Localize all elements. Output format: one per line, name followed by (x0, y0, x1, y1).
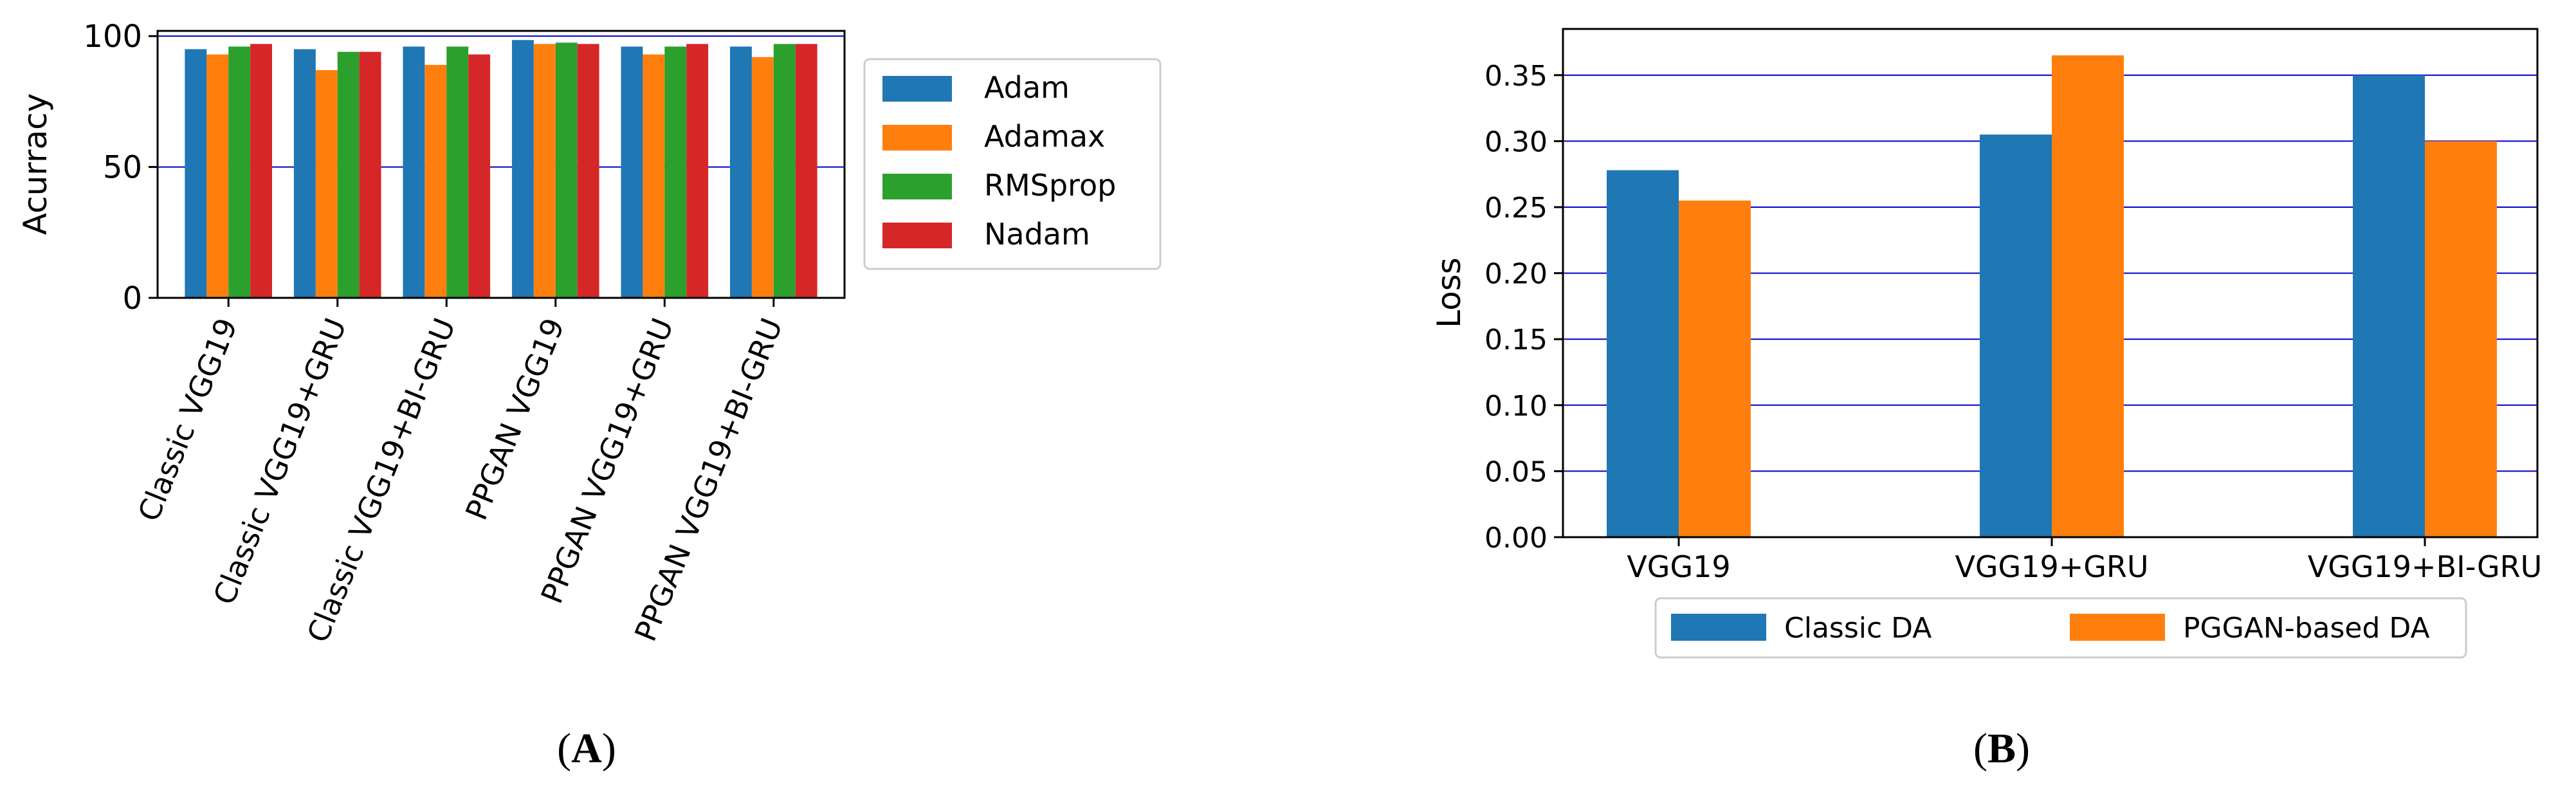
chart-a-bar-nadam (250, 44, 272, 298)
chart-b-y-tick-label: 0.10 (1484, 390, 1548, 423)
chart-a-bar-adamax (206, 54, 229, 298)
chart-a-y-axis-label: Acurracy (17, 93, 54, 235)
chart-a-legend-swatch (882, 174, 952, 199)
chart-a-legend-swatch (882, 76, 952, 102)
chart-a-bar-adamax (643, 54, 665, 298)
chart-a-legend: Adam Adamax RMSprop Nadam (863, 58, 1162, 270)
chart-b: 0.000.050.100.150.200.250.300.35 VGG19 VG… (1430, 28, 2542, 659)
chart-b-legend: Classic DA PGGAN-based DA (1654, 597, 2467, 659)
chart-a-bar-adamax (751, 57, 774, 298)
chart-a-bar-rmsprop (773, 44, 796, 298)
chart-a-bar-rmsprop (228, 46, 251, 298)
chart-a-bar-adam (621, 46, 643, 298)
chart-b-bars (1607, 55, 2497, 538)
chart-b-plot-frame (1562, 28, 2539, 538)
chart-b-y-tick-label: 0.15 (1484, 324, 1548, 356)
chart-a-legend-label: RMSprop (984, 168, 1116, 203)
panel-label-b: (B) (1973, 725, 2030, 772)
chart-a-legend-box (863, 58, 1162, 270)
chart-b-bar-classic-da (2353, 75, 2425, 538)
chart-a-bar-adamax (425, 64, 447, 298)
chart-b-y-tick-label: 0.20 (1484, 258, 1548, 291)
chart-a-legend-swatch (882, 125, 952, 151)
chart-a-bar-rmsprop (555, 42, 578, 298)
chart-b-y-tick-label: 0.05 (1484, 455, 1548, 488)
chart-b-bar-pggan-based-da (2425, 141, 2497, 537)
chart-b-y-ticks: 0.00 0.05 0.10 0.15 0.20 0.25 0.30 0.35 (1484, 60, 1563, 555)
chart-a-legend-label: Adamax (984, 119, 1105, 154)
chart-b-bar-classic-da (1607, 170, 1679, 537)
chart-a-bar-nadam (468, 54, 491, 298)
chart-a-bar-nadam (686, 44, 709, 298)
chart-a-legend-swatch (882, 223, 952, 248)
chart-a-plot-frame (156, 30, 846, 299)
chart-a-bar-nadam (359, 51, 381, 298)
chart-b-x-tick-label: VGG19 (1627, 549, 1730, 584)
chart-a-bar-adam (730, 46, 752, 298)
chart-a-bar-adam (185, 49, 207, 298)
chart-b-x-tick-label: VGG19+BI-GRU (2308, 549, 2543, 584)
panel-label-a-letter: A (571, 725, 602, 772)
chart-a-y-tick-label: 0 (122, 280, 142, 317)
chart-b-bar-pggan-based-da (2052, 55, 2124, 538)
chart-a-bar-rmsprop (337, 51, 360, 298)
chart-a-bar-rmsprop (664, 46, 687, 298)
chart-a-bar-rmsprop (446, 46, 469, 298)
chart-a-bar-nadam (577, 44, 599, 298)
chart-b-legend-box (1654, 597, 2467, 659)
panel-label-a: (A) (557, 725, 616, 772)
chart-b-y-tick-label: 0.30 (1484, 125, 1548, 158)
chart-a-y-ticks: 0 50 100 (83, 19, 158, 317)
chart-a-bars (185, 40, 818, 298)
chart-a-bar-adam (403, 46, 425, 298)
chart-b-legend-swatch (2070, 614, 2165, 641)
chart-a-bar-adamax (533, 44, 556, 298)
chart-a-bar-nadam (795, 44, 818, 298)
chart-b-bar-classic-da (1980, 134, 2052, 538)
chart-a-legend-label: Adam (984, 70, 1070, 105)
chart-a-bar-adam (293, 49, 316, 298)
chart-b-x-ticks: VGG19 VGG19+GRU VGG19+BI-GRU (1627, 537, 2542, 584)
chart-a-legend-label: Nadam (984, 217, 1090, 252)
panel-label-b-letter: B (1987, 725, 2016, 772)
chart-a-bar-adam (511, 40, 534, 298)
chart-b-y-tick-label: 0.35 (1484, 60, 1548, 93)
chart-b-legend-label: PGGAN-based DA (2183, 612, 2430, 645)
chart-b-bar-pggan-based-da (1679, 200, 1751, 537)
chart-b-legend-label: Classic DA (1784, 612, 1932, 645)
chart-a-bar-adamax (315, 70, 338, 298)
chart-b-legend-swatch (1671, 614, 1766, 641)
chart-b-y-tick-label: 0.25 (1484, 192, 1548, 225)
chart-b-y-tick-label: 0.00 (1484, 522, 1548, 555)
chart-a-y-tick-label: 50 (103, 150, 142, 186)
chart-b-x-tick-label: VGG19+GRU (1955, 549, 2148, 584)
chart-a-y-tick-label: 100 (83, 19, 142, 55)
chart-b-y-axis-label: Loss (1430, 257, 1468, 328)
